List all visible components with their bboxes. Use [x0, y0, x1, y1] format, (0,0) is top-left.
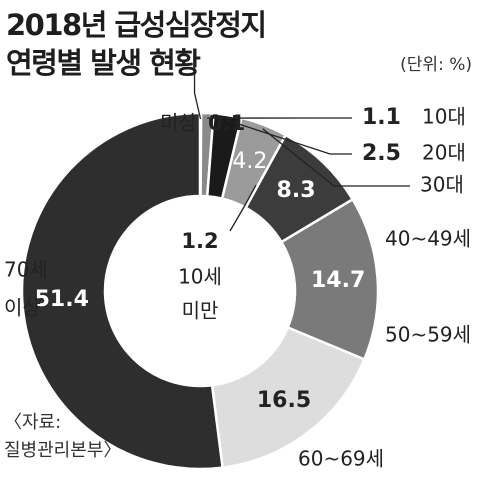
slice-label-unknown: 미상 — [160, 111, 197, 135]
value-label-70plus: 51.4 — [35, 287, 89, 312]
leader-line — [193, 67, 202, 120]
unit-label: (단위: %) — [400, 55, 472, 75]
chart-title-line2: 연령별 발생 현황 — [6, 46, 201, 80]
value-label-40s: 8.3 — [277, 178, 316, 203]
slice-label-60s: 60~69세 — [298, 447, 384, 471]
leader-line — [229, 184, 257, 232]
source-line1: 〈자료: — [4, 412, 62, 433]
slice-label-20s: 20대 — [422, 141, 466, 165]
value-label-60s: 16.5 — [257, 388, 311, 413]
source-line2: 질병관리본부〉 — [4, 440, 122, 461]
value-label-unknown: 0.1 — [208, 111, 245, 135]
value-label-20s: 2.5 — [362, 141, 401, 166]
slice-label-50s: 50~59세 — [385, 323, 471, 347]
slice-label-10s: 10대 — [422, 105, 466, 129]
center-value-label: 1.2 — [181, 229, 218, 253]
center-label-line2: 미만 — [182, 299, 219, 323]
value-label-30s: 4.2 — [232, 149, 267, 174]
slice-label-30s: 30대 — [420, 173, 464, 197]
donut-slice — [20, 111, 224, 471]
value-label-50s: 14.7 — [311, 268, 365, 293]
leader-line — [226, 119, 352, 155]
center-label-line1: 10세 — [178, 265, 222, 289]
leader-line — [262, 128, 410, 187]
slice-label-40s: 40~49세 — [385, 227, 471, 251]
value-label-10s: 1.1 — [362, 105, 401, 130]
slice-label-70plus-line1: 70세 — [4, 258, 48, 282]
slice-label-70plus-line2: 이상 — [4, 296, 41, 320]
chart-title-line1: 2018년 급성심장정지 — [6, 8, 267, 42]
